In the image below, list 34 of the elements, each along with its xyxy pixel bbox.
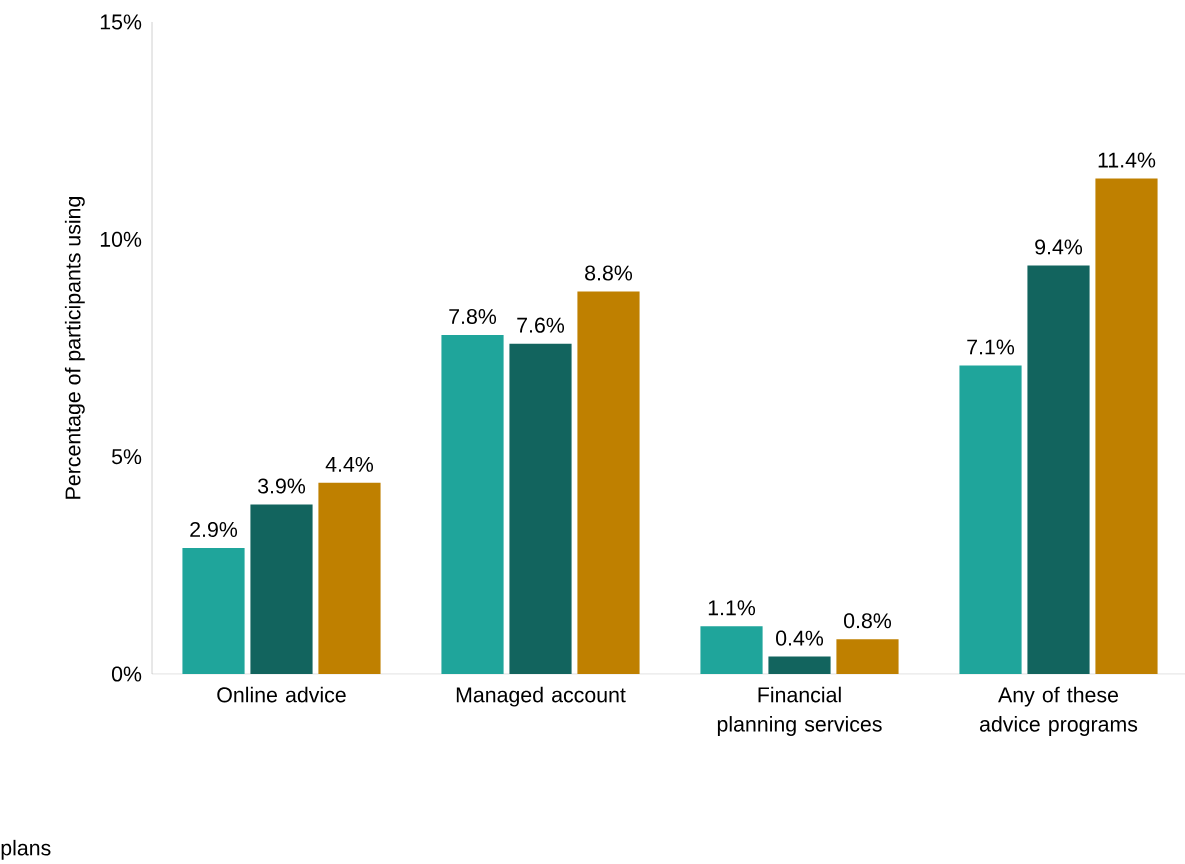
bar <box>577 291 640 674</box>
y-tick-label: 5% <box>111 449 142 465</box>
data-label: 11.4% <box>1098 152 1156 168</box>
data-label: 0.4% <box>776 630 824 646</box>
y-tick-label: 0% <box>111 666 142 682</box>
bar <box>1027 265 1090 674</box>
x-tick-label: Online advice <box>217 686 346 703</box>
data-label: 8.8% <box>585 265 633 281</box>
data-label: 7.8% <box>449 308 497 325</box>
x-tick-label: Managed account <box>456 686 626 707</box>
y-axis-title: Percentage of participants using <box>64 197 85 499</box>
data-label: 7.6% <box>517 317 565 333</box>
text: plans <box>1 839 51 860</box>
bar <box>768 656 831 674</box>
x-tick-label: Financial planning services <box>717 686 882 736</box>
data-label: 9.4% <box>1035 239 1083 255</box>
bar <box>700 626 763 674</box>
data-label: 3.9% <box>258 478 306 494</box>
bar <box>182 547 245 674</box>
bar <box>959 365 1022 674</box>
data-label: 4.4% <box>325 456 374 472</box>
data-label: 7.1% <box>967 339 1015 355</box>
bar <box>441 334 504 674</box>
bar <box>318 482 381 674</box>
data-label: 2.9% <box>190 521 238 538</box>
y-tick-label: 15% <box>100 14 142 30</box>
bar <box>836 639 899 674</box>
x-tick-label: Any of these advice programs <box>979 686 1138 736</box>
bar <box>509 343 572 674</box>
data-label: 0.8% <box>844 613 892 629</box>
bar <box>1095 178 1158 674</box>
y-tick-label: 10% <box>100 231 142 247</box>
bar <box>250 504 313 674</box>
data-label: 1.1% <box>708 600 756 616</box>
